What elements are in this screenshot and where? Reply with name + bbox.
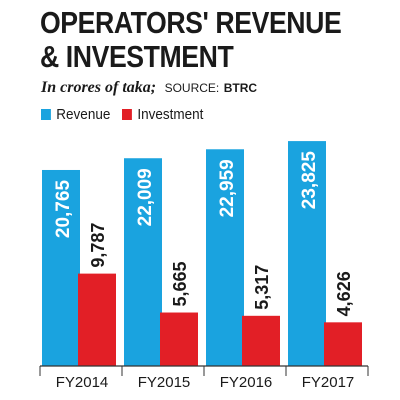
legend-item-investment: Investment [122, 106, 203, 123]
chart-title-line-1: OPERATORS' REVENUE [40, 5, 342, 40]
x-tick-label-fy2015: FY2015 [138, 374, 191, 391]
data-label-investment-fy2015: 5,665 [170, 261, 190, 306]
data-label-revenue-fy2016: 22,959 [217, 159, 238, 217]
data-label-investment-fy2017: 4,626 [334, 271, 354, 316]
legend-item-revenue: Revenue [41, 106, 110, 123]
legend-swatch-investment [122, 109, 132, 120]
chart-subtitle: In crores of taka; SOURCE: BTRC [41, 79, 257, 97]
data-label-investment-fy2016: 5,317 [252, 265, 272, 310]
x-tick-label-fy2017: FY2017 [302, 374, 355, 391]
source-name: BTRC [223, 81, 258, 95]
x-tick-label-fy2016: FY2016 [220, 374, 273, 391]
chart-title: OPERATORS' REVENUE & INVESTMENT [40, 5, 342, 74]
data-label-revenue-fy2014: 20,765 [53, 180, 74, 239]
legend-label-investment: Investment [137, 106, 204, 123]
x-tick-label-fy2014: FY2014 [56, 374, 109, 391]
data-label-revenue-fy2015: 22,009 [135, 168, 156, 226]
bar-revenue-fy2014 [42, 169, 80, 366]
bar-investment-fy2017 [324, 322, 362, 366]
chart-legend: Revenue Investment [41, 106, 215, 123]
data-label-investment-fy2014: 9,787 [88, 223, 108, 268]
bar-investment-fy2016 [242, 315, 280, 366]
bar-investment-fy2014 [78, 273, 116, 366]
legend-label-revenue: Revenue [56, 106, 111, 123]
data-label-revenue-fy2017: 23,825 [299, 151, 320, 210]
bar-revenue-fy2016 [206, 149, 244, 366]
units-note: In crores of taka; [41, 79, 157, 96]
source-label: SOURCE: [164, 81, 220, 95]
chart-title-line-2: & INVESTMENT [40, 39, 234, 74]
legend-swatch-revenue [41, 109, 51, 120]
bar-revenue-fy2015 [124, 158, 162, 366]
bar-investment-fy2015 [160, 312, 198, 366]
bar-revenue-fy2017 [288, 141, 326, 366]
